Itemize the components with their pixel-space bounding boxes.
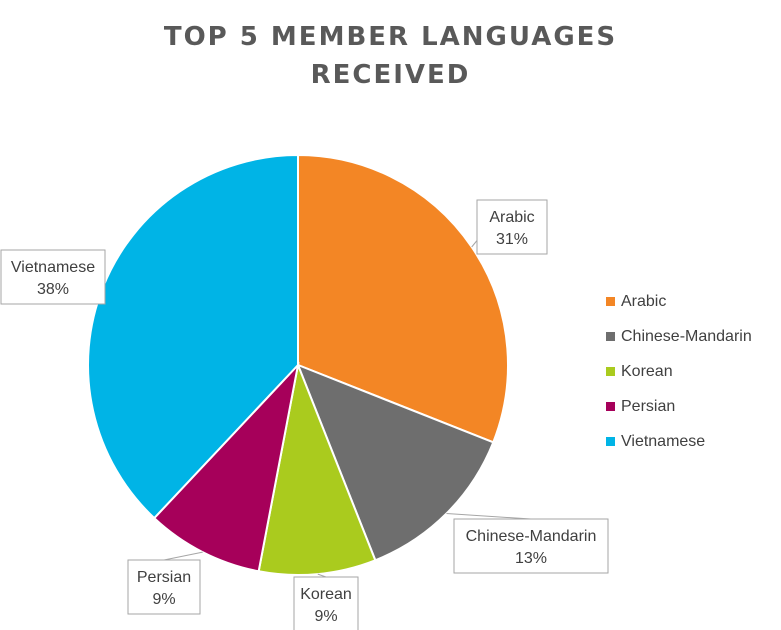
legend-label-arabic: Arabic <box>621 292 667 310</box>
legend-swatch-arabic <box>606 297 615 306</box>
legend-label-vietnamese: Vietnamese <box>621 432 706 450</box>
data-label-category-arabic: Arabic <box>489 209 534 226</box>
data-label-box-persian <box>127 559 201 615</box>
legend-swatch-vietnamese <box>606 437 615 446</box>
data-label-korean: Korean 9% <box>293 573 359 630</box>
legend-label-chinese-mandarin: Chinese-Mandarin <box>621 327 752 345</box>
data-label-box-arabic <box>476 199 548 255</box>
legend-item-korean: Korean <box>606 354 752 389</box>
data-label-category-vietnamese: Vietnamese <box>11 259 95 276</box>
chart-title-line-1: TOP 5 MEMBER LANGUAGES <box>163 22 618 52</box>
data-label-box-korean <box>293 576 359 630</box>
data-label-vietnamese: Vietnamese 38% <box>0 249 106 305</box>
data-label-value-korean: 9% <box>314 608 337 625</box>
data-label-box-vietnamese <box>0 249 106 305</box>
data-label-value-chinese-mandarin: 13% <box>515 550 547 567</box>
data-label-category-korean: Korean <box>300 586 352 603</box>
leader-line-persian <box>163 551 203 561</box>
legend-item-chinese-mandarin: Chinese-Mandarin <box>606 319 752 354</box>
legend-label-persian: Persian <box>621 397 676 415</box>
pie-slice-chinese-mandarin <box>296 363 495 562</box>
leader-line-arabic <box>471 240 478 248</box>
pie-slice-korean <box>257 361 377 576</box>
legend-swatch-chinese-mandarin <box>606 332 615 341</box>
data-label-arabic: Arabic 31% <box>471 199 548 255</box>
data-label-persian: Persian 9% <box>127 551 203 615</box>
data-label-chinese-mandarin: Chinese-Mandarin 13% <box>446 513 609 574</box>
legend-label-korean: Korean <box>621 362 673 380</box>
data-label-value-persian: 9% <box>152 591 175 608</box>
legend-item-arabic: Arabic <box>606 284 752 319</box>
data-label-category-chinese-mandarin: Chinese-Mandarin <box>466 528 597 545</box>
legend-item-persian: Persian <box>606 389 752 424</box>
chart-title: TOP 5 MEMBER LANGUAGES RECEIVED <box>0 18 781 94</box>
chart-title-line-2: RECEIVED <box>310 60 471 90</box>
legend: Arabic Chinese-Mandarin Korean Persian V… <box>606 284 752 459</box>
legend-swatch-korean <box>606 367 615 376</box>
legend-swatch-persian <box>606 402 615 411</box>
data-label-category-persian: Persian <box>137 569 191 586</box>
data-label-value-vietnamese: 38% <box>37 281 69 298</box>
data-label-box-chinese-mandarin <box>453 518 609 574</box>
legend-item-vietnamese: Vietnamese <box>606 424 752 459</box>
data-label-value-arabic: 31% <box>496 231 528 248</box>
leader-line-chinese-mandarin <box>446 513 532 520</box>
